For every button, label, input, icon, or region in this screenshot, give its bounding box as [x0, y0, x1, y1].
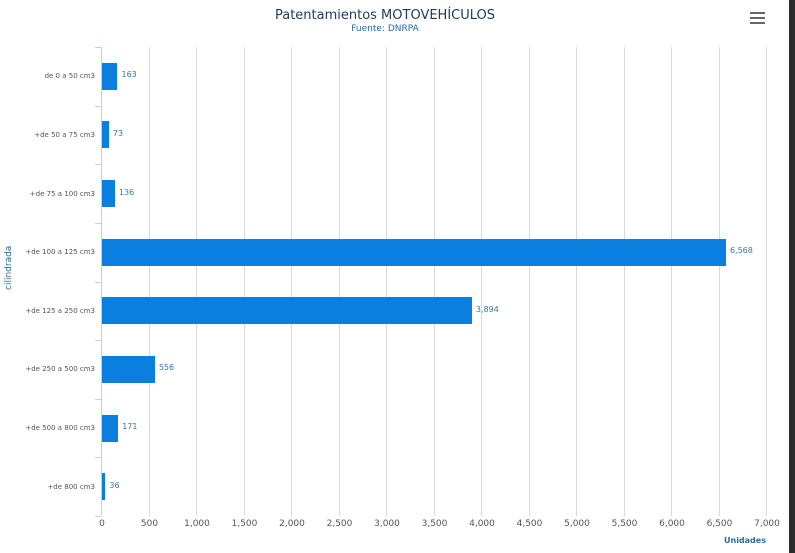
x-tick-label: 2,000	[279, 519, 305, 529]
y-axis-line	[101, 47, 102, 516]
y-tick	[95, 281, 101, 283]
bar-value-label: 36	[109, 480, 120, 490]
gridline	[528, 47, 530, 516]
x-tick-label: 3,500	[421, 519, 448, 529]
y-axis-title: cilindrada	[4, 245, 14, 290]
gridline	[196, 47, 197, 516]
category-label: +de 125 a 250 cm3	[25, 306, 95, 315]
gridline	[576, 47, 577, 516]
y-tick	[95, 340, 101, 342]
hamburger-menu-icon[interactable]	[750, 12, 765, 24]
x-tick-label: 7,000	[754, 519, 780, 529]
bar-value-label: 3,894	[475, 304, 499, 314]
y-tick	[95, 516, 101, 517]
gridline	[481, 47, 482, 516]
x-axis-title: Unidades	[724, 536, 766, 545]
gridline	[148, 47, 150, 516]
plot-area	[101, 47, 767, 516]
bar-value-label: 6,568	[729, 246, 753, 256]
gridline	[291, 47, 292, 516]
gridline	[243, 47, 245, 516]
y-tick	[95, 164, 101, 166]
y-tick	[95, 398, 101, 400]
gridline	[766, 47, 767, 516]
x-tick-label: 5,000	[564, 519, 590, 529]
y-tick	[95, 222, 101, 224]
gridline	[433, 47, 435, 516]
x-tick-label: 5,500	[611, 519, 638, 529]
bar[interactable]	[102, 121, 109, 149]
x-tick-label: 6,500	[706, 519, 733, 529]
x-tick-label: 1,500	[231, 519, 258, 529]
bar-value-label: 163	[121, 70, 137, 80]
x-tick-label: 2,500	[326, 519, 353, 529]
bar[interactable]	[102, 180, 115, 208]
window-edge	[789, 0, 795, 553]
gridline	[623, 47, 625, 516]
bar[interactable]	[102, 355, 155, 383]
y-tick	[95, 105, 101, 107]
bar-value-label: 171	[122, 422, 138, 432]
chart-title: Patentamientos MOTOVEHÍCULOS	[274, 8, 496, 23]
chart-subtitle: Fuente: DNRPA	[351, 24, 419, 34]
bar-value-label: 73	[112, 128, 124, 138]
category-label: de 0 a 50 cm3	[44, 72, 95, 81]
gridline	[386, 47, 387, 516]
bar-value-label: 136	[118, 187, 135, 197]
x-tick-label: 1,000	[184, 519, 210, 529]
gridline	[338, 47, 340, 516]
bar[interactable]	[102, 473, 106, 501]
x-tick-label: 4,500	[516, 519, 543, 529]
category-label: +de 800 cm3	[47, 482, 95, 491]
bar[interactable]	[102, 238, 726, 266]
x-tick-label: 500	[140, 519, 159, 529]
category-label: +de 50 a 75 cm3	[34, 130, 95, 139]
bar[interactable]	[102, 297, 472, 325]
category-label: +de 75 a 100 cm3	[29, 189, 95, 198]
bar[interactable]	[102, 414, 119, 442]
category-label: +de 500 a 800 cm3	[25, 424, 95, 433]
category-label: +de 100 a 125 cm3	[25, 248, 95, 257]
gridline	[718, 47, 720, 516]
y-tick	[95, 47, 101, 48]
x-tick-label: 0	[99, 519, 105, 529]
x-tick-label: 3,000	[374, 519, 400, 529]
category-label: +de 250 a 500 cm3	[25, 365, 95, 374]
bar[interactable]	[102, 62, 118, 90]
gridline	[671, 47, 672, 516]
x-tick-label: 6,000	[659, 519, 685, 529]
y-tick	[95, 457, 101, 459]
x-tick-label: 4,000	[469, 519, 495, 529]
bar-value-label: 556	[158, 363, 175, 373]
